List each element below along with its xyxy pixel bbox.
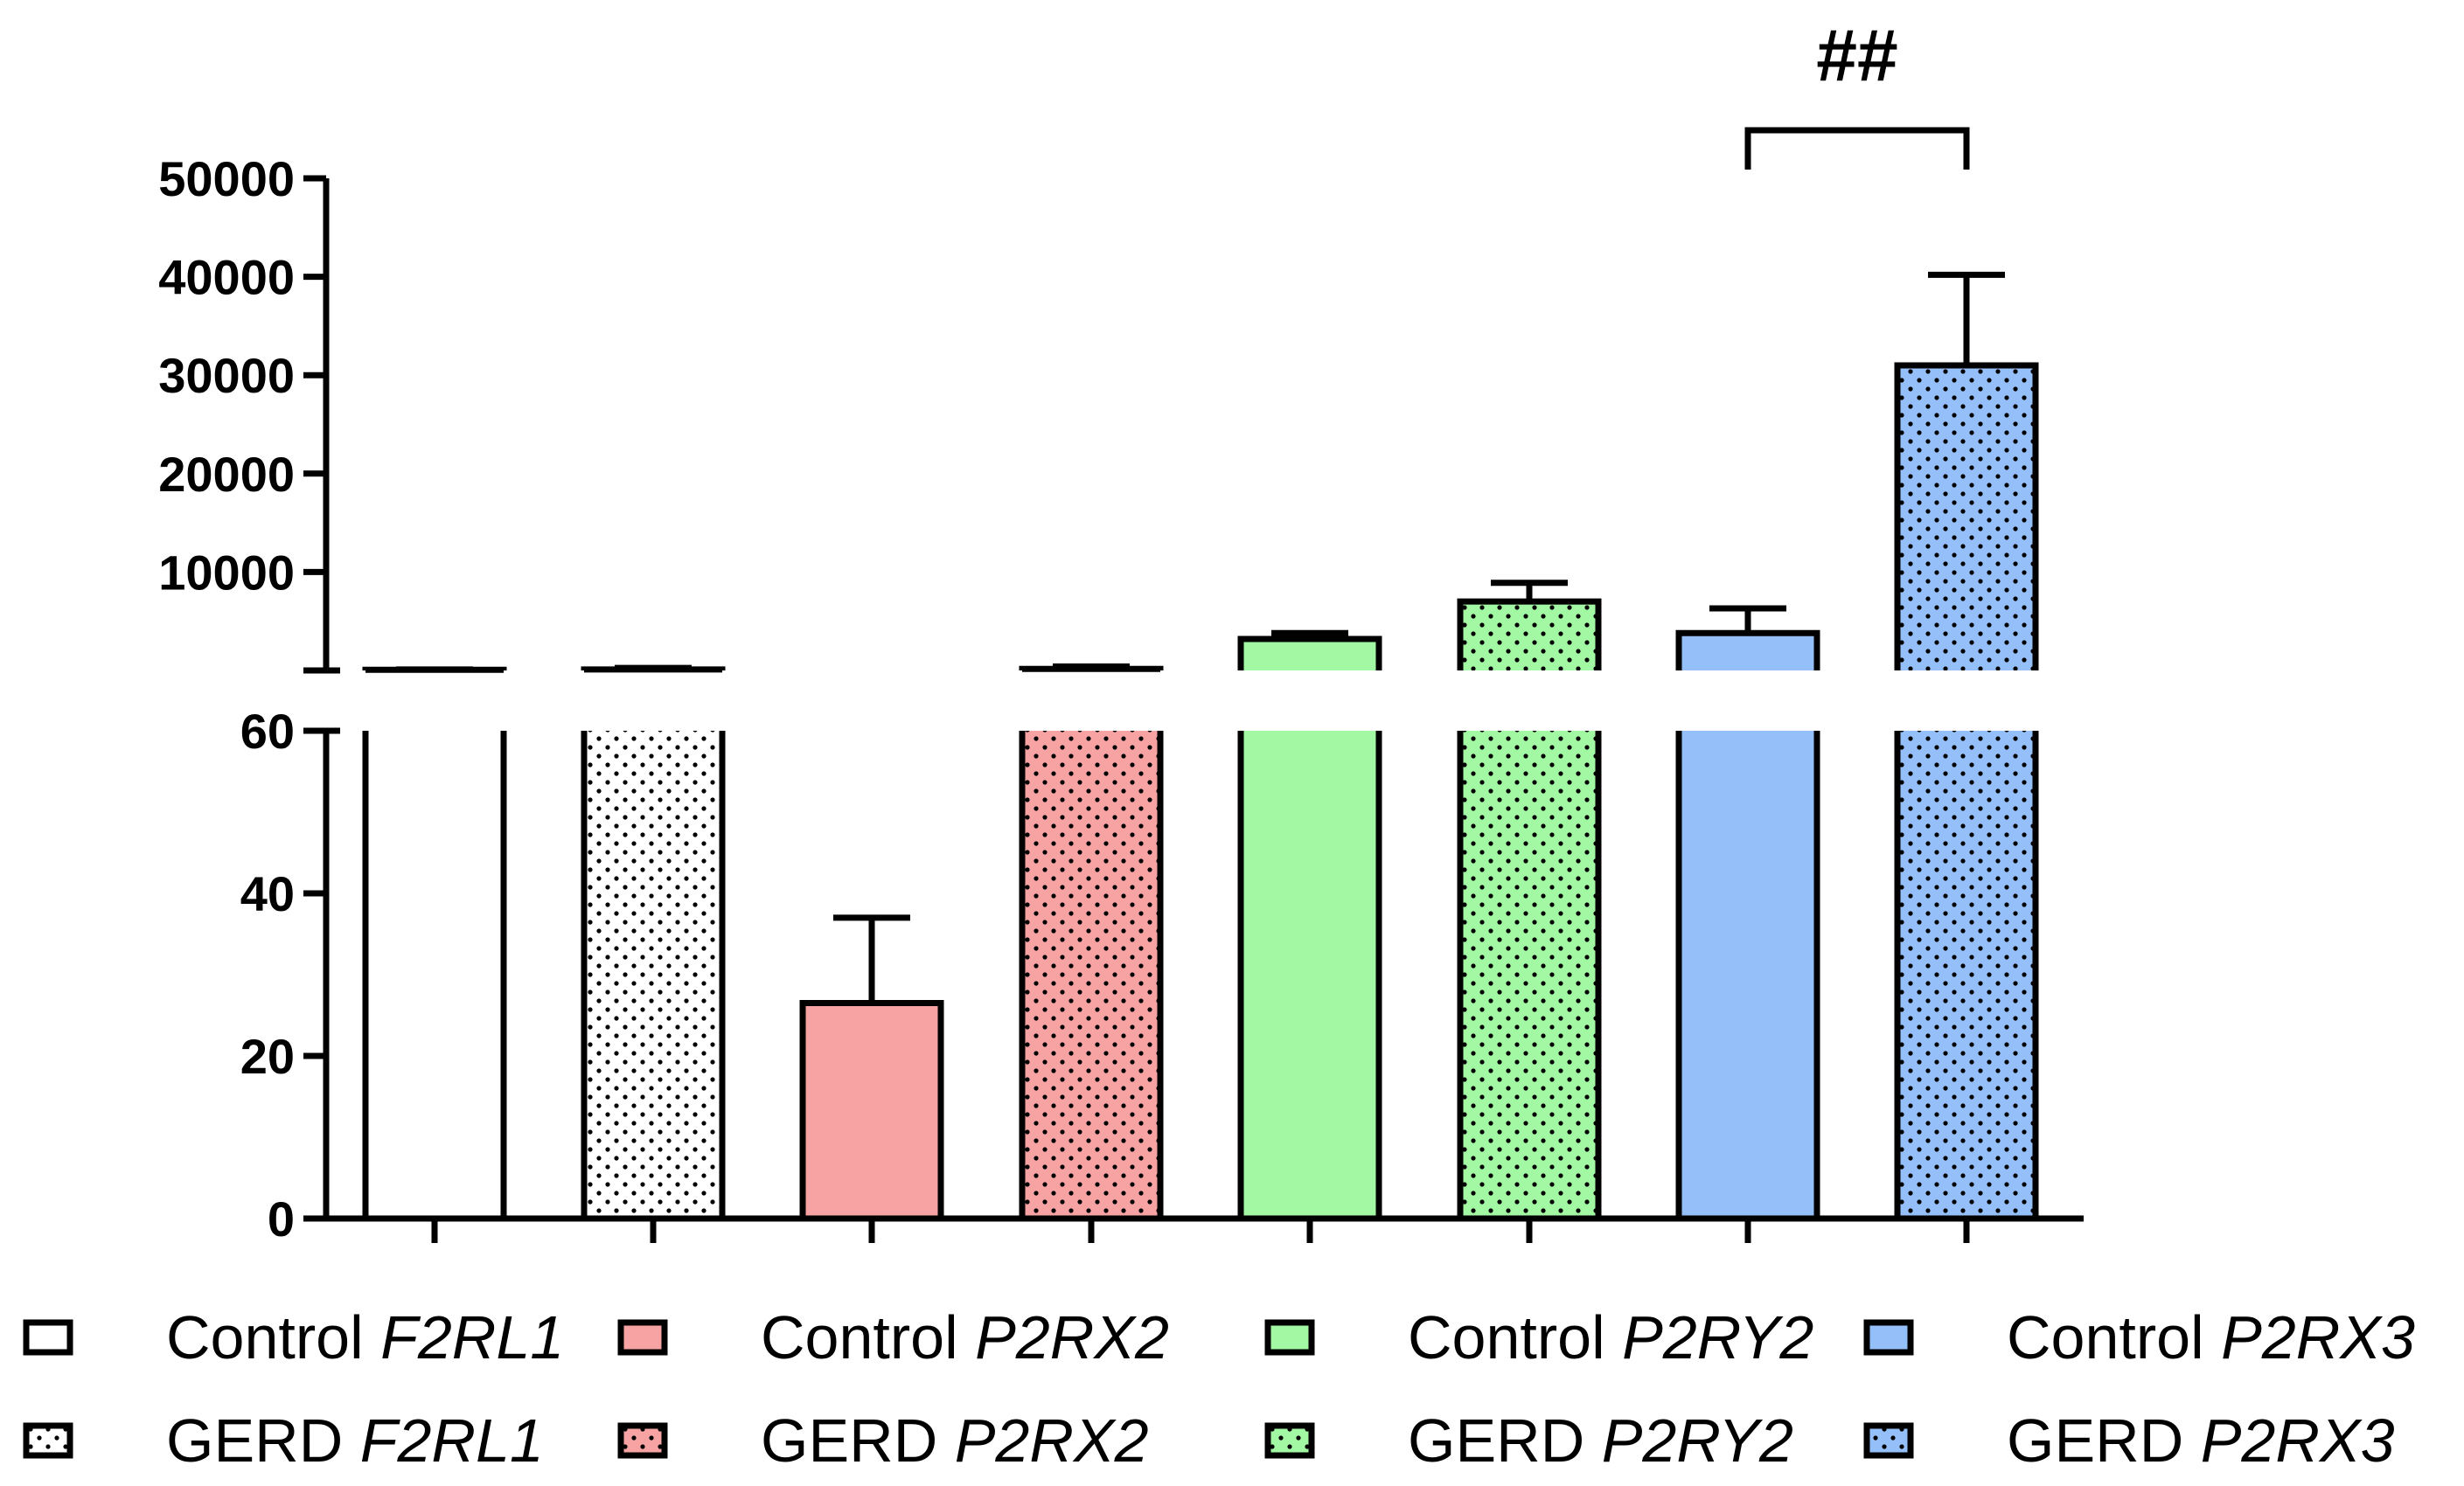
legend-label-gerd-f2rl1: GERD F2RL1 (166, 1406, 544, 1475)
significance-label: ## (1816, 14, 1897, 96)
legend-item-control-f2rl1: Control F2RL1 (23, 1303, 564, 1371)
legend-label-control-p2rx2: Control P2RX2 (761, 1303, 1169, 1371)
legend-swatch-fill-control-p2ry2 (1268, 1323, 1312, 1352)
y-tick-label: 60 (240, 704, 295, 759)
legend-swatch-gerd-p2rx2 (617, 1422, 668, 1459)
bar-lower-outline-control-p2ry2 (1237, 731, 1382, 1219)
bar-lower-outline-control-f2rl1 (362, 731, 507, 1219)
bar-upper-control-p2rx3 (1679, 633, 1817, 670)
bar-lower-outline-gerd-p2rx2 (1019, 731, 1164, 1219)
y-tick-label: 40000 (158, 250, 295, 305)
legend-gene: P2RY2 (1602, 1406, 1793, 1475)
legend-swatch-pattern-gerd-p2rx2 (621, 1426, 665, 1455)
y-tick-label: 10000 (158, 545, 295, 600)
legend-swatch-pattern-gerd-p2rx3 (1867, 1426, 1911, 1455)
legend-swatch-pattern-gerd-p2ry2 (1268, 1426, 1312, 1455)
legend-gene: F2RL1 (360, 1406, 544, 1475)
legend-swatch-fill-control-f2rl1 (26, 1323, 70, 1352)
legend-label-control-p2rx3: Control P2RX3 (2007, 1303, 2415, 1371)
legend-gene: P2RX2 (955, 1406, 1149, 1475)
y-tick-label: 20 (240, 1029, 295, 1084)
legend-swatch-fill-control-p2rx3 (1867, 1323, 1911, 1352)
legend-gene: F2RL1 (380, 1303, 564, 1371)
bar-lower-control-p2ry2 (1241, 731, 1379, 1219)
bar-lower-control-f2rl1 (365, 731, 504, 1219)
y-tick-label: 50000 (158, 151, 295, 206)
legend-group: GERD (2007, 1406, 2201, 1475)
legend-swatch-gerd-f2rl1 (23, 1422, 73, 1459)
legend-item-gerd-p2rx2: GERD P2RX2 (617, 1406, 1149, 1475)
legend-swatch-control-p2rx3 (1863, 1319, 1914, 1356)
significance-bracket (1744, 127, 1970, 170)
legend-group: Control (1408, 1303, 1622, 1371)
legend-swatch-gerd-p2ry2 (1264, 1422, 1315, 1459)
bar-lower-pattern-gerd-p2rx2 (1022, 731, 1160, 1219)
legend-item-gerd-p2rx3: GERD P2RX3 (1863, 1406, 2395, 1475)
legend-item-control-p2rx2: Control P2RX2 (617, 1303, 1169, 1371)
bar-upper-pattern-gerd-p2rx3 (1897, 365, 2036, 670)
bar-lower-pattern-gerd-p2ry2 (1460, 731, 1598, 1219)
legend-swatch-gerd-p2rx3 (1863, 1422, 1914, 1459)
y-tick-label: 40 (240, 866, 295, 921)
bar-upper-pattern-gerd-p2ry2 (1460, 601, 1598, 670)
legend-swatch-control-f2rl1 (23, 1319, 73, 1356)
legend-label-gerd-p2rx2: GERD P2RX2 (761, 1406, 1149, 1475)
bar-upper-control-p2ry2 (1241, 638, 1379, 670)
legend-gene: P2RX2 (975, 1303, 1169, 1371)
bar-lower-outline-gerd-p2ry2 (1457, 731, 1602, 1219)
legend-label-gerd-p2ry2: GERD P2RY2 (1408, 1406, 1793, 1475)
y-tick-label: 30000 (158, 348, 295, 403)
legend-label-control-p2ry2: Control P2RY2 (1408, 1303, 1813, 1371)
legend-group: GERD (1408, 1406, 1602, 1475)
legend-label-gerd-p2rx3: GERD P2RX3 (2007, 1406, 2395, 1475)
bar-lower-control-p2rx3 (1679, 731, 1817, 1219)
legend-label-control-f2rl1: Control F2RL1 (166, 1303, 564, 1371)
legend-group: Control (166, 1303, 380, 1371)
bar-lower-pattern-gerd-f2rl1 (584, 731, 722, 1219)
y-tick-label: 0 (268, 1191, 295, 1246)
legend-gene: P2RX3 (2201, 1406, 2395, 1475)
legend-item-gerd-p2ry2: GERD P2RY2 (1264, 1406, 1793, 1475)
legend-swatch-fill-control-p2rx2 (621, 1323, 665, 1352)
bar-lower-outline-gerd-f2rl1 (581, 731, 726, 1219)
legend-group: Control (761, 1303, 975, 1371)
legend-item-control-p2ry2: Control P2RY2 (1264, 1303, 1813, 1371)
legend-swatch-control-p2rx2 (617, 1319, 668, 1356)
legend-gene: P2RX3 (2221, 1303, 2415, 1371)
legend-group: Control (2007, 1303, 2221, 1371)
legend-gene: P2RY2 (1622, 1303, 1813, 1371)
legend-group: GERD (761, 1406, 955, 1475)
legend-item-gerd-f2rl1: GERD F2RL1 (23, 1406, 544, 1475)
legend-swatch-pattern-gerd-f2rl1 (26, 1426, 70, 1455)
bar-lower-pattern-gerd-p2rx3 (1897, 731, 2036, 1219)
bar-control-p2rx2 (803, 1003, 941, 1219)
legend-item-control-p2rx3: Control P2RX3 (1863, 1303, 2415, 1371)
legend-group: GERD (166, 1406, 360, 1475)
bar-lower-outline-control-p2rx3 (1675, 731, 1820, 1219)
bar-lower-outline-gerd-p2rx3 (1894, 731, 2039, 1219)
legend-swatch-control-p2ry2 (1264, 1319, 1315, 1356)
y-tick-label: 20000 (158, 447, 295, 502)
